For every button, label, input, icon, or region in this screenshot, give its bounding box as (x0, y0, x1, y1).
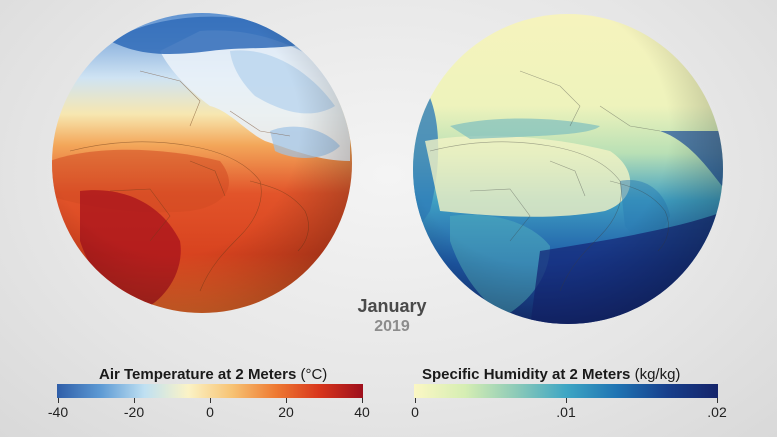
temperature-tick-label: 20 (278, 404, 294, 420)
temperature-tick-label: 40 (354, 404, 370, 420)
humidity-tick-label: .01 (556, 404, 576, 420)
temperature-legend: Air Temperature at 2 Meters (°C) -40 -20… (48, 366, 370, 420)
temperature-legend-unit: (°C) (300, 366, 328, 383)
month-label: January (357, 296, 427, 316)
humidity-legend: Specific Humidity at 2 Meters (kg/kg) 0 … (411, 366, 727, 420)
temperature-tick-label: -20 (123, 404, 145, 420)
humidity-globe (410, 11, 726, 327)
temperature-legend-title: Air Temperature at 2 Meters (°C) (99, 366, 363, 383)
humidity-tick-label: 0 (411, 404, 419, 420)
temperature-tick-label: 0 (206, 404, 214, 420)
humidity-tick-label: .02 (707, 404, 727, 420)
humidity-color-bar (414, 384, 718, 398)
year-label: 2019 (374, 318, 410, 335)
temperature-globe (50, 11, 354, 315)
humidity-legend-unit: (kg/kg) (634, 366, 681, 383)
humidity-legend-name: Specific Humidity at 2 Meters (422, 366, 631, 383)
temperature-legend-name: Air Temperature at 2 Meters (99, 366, 297, 383)
temperature-color-bar (57, 384, 363, 398)
humidity-legend-title: Specific Humidity at 2 Meters (kg/kg) (422, 366, 720, 383)
temperature-tick-label: -40 (47, 404, 69, 420)
